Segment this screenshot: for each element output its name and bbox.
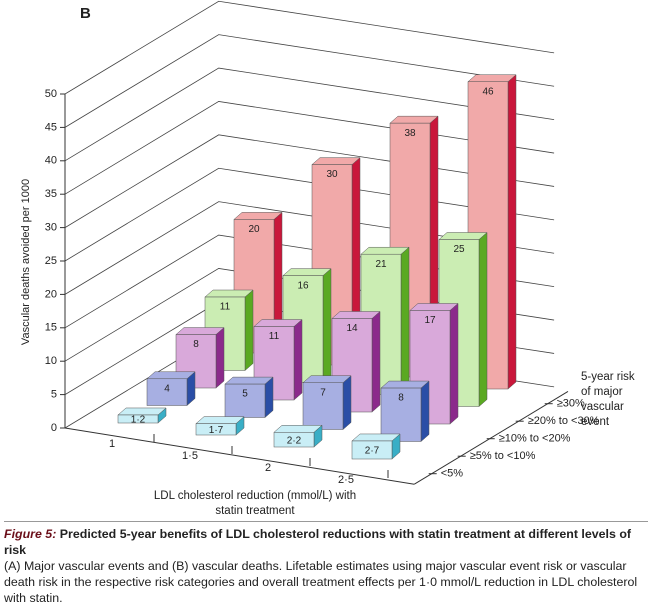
bar-top [302,375,352,383]
legend-label: ≥30% [557,398,585,410]
bar-side [244,289,254,372]
legend-label: ≥10% to <20% [499,433,571,445]
caption: Figure 5: Predicted 5-year benefits of L… [4,526,648,604]
caption-title: Predicted 5-year benefits of LDL cholest… [4,527,632,557]
x-tick-label: 1·5 [182,450,198,462]
bar-side [449,302,459,425]
value-label: 2·2 [287,435,302,446]
value-label: 2·7 [365,446,380,457]
value-label: 46 [482,86,494,97]
panel-label: B [80,5,91,22]
grid-line [64,201,555,295]
value-label: 5 [242,389,248,400]
depth-axis [414,391,569,485]
separator [4,521,648,522]
value-label: 20 [248,224,260,235]
bar-top [233,212,283,220]
bar [351,440,393,460]
y-tick-label: 10 [45,355,57,367]
legend-label: ≥20% to <30% [528,415,600,427]
grid-line [64,0,555,95]
value-label: 25 [453,244,465,255]
bar [302,382,344,430]
bar-side [400,246,410,396]
bar-side [293,318,303,401]
bar [117,414,159,424]
caption-text: (A) Major vascular events and (B) vascul… [4,559,638,604]
bar-top [282,268,332,276]
bar-top [204,289,254,298]
value-label: 11 [220,302,231,313]
value-label: 30 [326,169,338,180]
grid-line [64,167,555,262]
bar-top [253,319,303,327]
x-axis [64,427,415,485]
grid-line [64,67,555,162]
caption-label: Figure 5: [4,527,57,541]
chart: B Vascular deaths avoided per 1000 0 5 10 1… [20,0,600,486]
value-label: 1·7 [209,425,224,436]
bar-top [224,376,274,385]
bar [380,387,422,442]
y-tick-label: 0 [51,422,57,434]
bar-top [351,433,401,442]
value-label: 14 [346,323,358,334]
x-tick-label: 2 [265,462,271,474]
y-tick-label: 5 [51,389,57,401]
bar-side [420,380,430,443]
legend-label: ≥5% to <10% [470,450,536,462]
bar-side [478,231,488,408]
value-label: 21 [375,259,387,270]
bar-side [507,74,517,390]
x-tick-label: 2·5 [338,474,354,486]
bar-top [195,416,245,424]
value-label: 4 [164,383,170,394]
bar-side [371,310,381,413]
bar-top [273,425,323,433]
y-tick-label: 25 [45,255,57,267]
bar-top [146,371,196,380]
bar [224,383,266,418]
bar-top [175,327,225,335]
y-axis-label: Vascular deaths avoided per 1000 [20,179,32,345]
value-label: 17 [424,315,436,326]
bar-top [360,246,410,255]
bar-top [389,115,439,124]
depth-title: 5-year risk of major vascular event [581,371,635,428]
bar-top [467,74,517,82]
bar [146,378,188,406]
bar-top [380,380,430,389]
x-axis-label: LDL cholesterol reduction (mmol/L) with … [153,490,357,517]
bar-side [342,375,352,431]
bar-top [409,303,459,311]
y-tick-label: 15 [45,322,57,334]
y-tick-label: 40 [45,155,57,167]
bar-top [311,157,361,165]
grid-line [64,101,555,195]
bar [195,423,237,436]
value-label: 7 [320,387,326,398]
legend-label: <5% [441,468,464,480]
y-tick-label: 20 [45,288,57,300]
bar-side [322,268,332,384]
value-label: 11 [269,331,280,342]
bar-side [215,327,225,389]
grid-line [64,134,555,228]
bar [273,432,315,448]
y-tick-label: 30 [45,222,57,234]
x-tick-label: 1 [109,438,115,450]
y-tick-label: 50 [45,88,57,100]
value-label: 38 [404,128,416,139]
bar-top [438,232,488,240]
value-label: 8 [398,393,404,404]
grid-line [64,34,555,128]
value-label: 8 [193,339,199,350]
bar-top [331,311,381,319]
value-label: 1·2 [131,415,146,426]
y-tick-label: 45 [45,121,57,133]
value-label: 16 [297,280,309,291]
y-tick-label: 35 [45,188,57,200]
